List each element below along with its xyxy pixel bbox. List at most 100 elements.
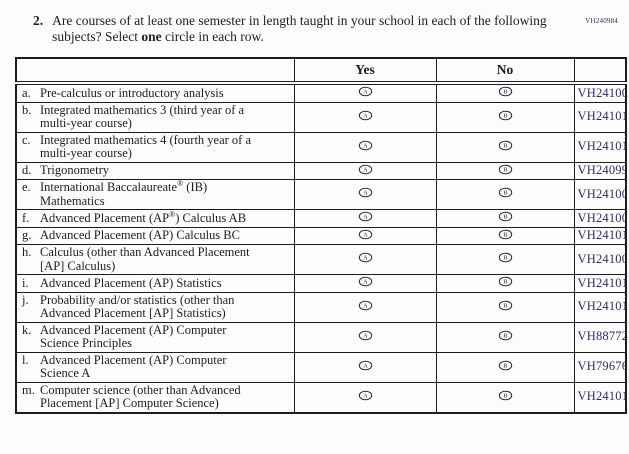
subject-text: Probability and/or statistics (other tha… xyxy=(40,292,235,320)
no-response-bubble[interactable]: B xyxy=(498,300,513,311)
row-letter: i. xyxy=(22,275,29,290)
row-letter: b. xyxy=(22,102,32,117)
svg-text:B: B xyxy=(503,231,507,238)
subject-label: Probability and/or statistics (other tha… xyxy=(40,292,291,321)
response-table: Yes No a. Pre-calculus or introductory a… xyxy=(15,57,627,414)
svg-text:B: B xyxy=(503,362,507,369)
yes-response-bubble[interactable]: A xyxy=(358,187,373,198)
table-row: j. Probability and/or statistics (other … xyxy=(15,291,627,323)
no-response-bubble[interactable]: B xyxy=(498,140,513,151)
table-row: e. International Baccalaureate® (IB) Mat… xyxy=(15,179,627,210)
subject-text: Trigonometry xyxy=(40,163,109,177)
table-row: f. Advanced Placement (AP®) Calculus AB … xyxy=(15,209,627,228)
yes-response-bubble[interactable]: A xyxy=(358,164,373,175)
subject-label: Integrated mathematics 3 (third year of … xyxy=(40,102,291,131)
yes-response-bubble[interactable]: A xyxy=(358,276,373,287)
row-letter: j. xyxy=(22,292,29,307)
yes-response-bubble[interactable]: A xyxy=(358,229,373,240)
yes-response-bubble[interactable]: A xyxy=(358,360,373,371)
no-response-bubble[interactable]: B xyxy=(498,390,513,401)
question-text-part1: Are courses of at least one semester in … xyxy=(52,13,547,44)
questionnaire-page: VH240984 2. Are courses of at least one … xyxy=(0,13,629,454)
header-row: Yes No xyxy=(15,57,627,85)
row-code: VH241007 xyxy=(577,251,626,266)
svg-text:B: B xyxy=(503,142,507,149)
registered-trademark-sup: ® xyxy=(177,179,184,188)
no-response-bubble[interactable]: B xyxy=(498,276,513,287)
table-row: b. Integrated mathematics 3 (third year … xyxy=(15,101,627,133)
no-response-bubble[interactable]: B xyxy=(498,360,513,371)
svg-text:B: B xyxy=(503,214,507,221)
yes-response-bubble[interactable]: A xyxy=(358,211,373,222)
table-row: m. Computer science (other than Advanced… xyxy=(15,381,627,413)
question-bold-word: one xyxy=(141,28,162,44)
svg-text:B: B xyxy=(503,279,507,286)
row-letter: g. xyxy=(22,228,32,242)
no-response-bubble[interactable]: B xyxy=(498,110,513,121)
row-code: VH241016 xyxy=(577,389,626,404)
row-letter: a. xyxy=(22,85,31,100)
question-text-part2: circle in each row. xyxy=(161,28,264,44)
svg-text:B: B xyxy=(503,302,507,309)
row-code: VH241012 xyxy=(577,299,626,314)
svg-text:A: A xyxy=(363,166,368,173)
svg-text:A: A xyxy=(363,190,368,197)
subject-label: Advanced Placement (AP) Computer Science… xyxy=(40,352,291,381)
no-response-bubble[interactable]: B xyxy=(498,86,513,97)
svg-text:B: B xyxy=(503,392,507,399)
no-response-bubble[interactable]: B xyxy=(498,187,513,198)
row-code: VH241009 xyxy=(577,210,626,225)
row-letter: m. xyxy=(22,382,35,397)
no-response-bubble[interactable]: B xyxy=(498,229,513,240)
subject-text: Integrated mathematics 3 (third year of … xyxy=(40,102,245,130)
column-header-subject xyxy=(15,57,295,85)
subject-label: Integrated mathematics 4 (fourth year of… xyxy=(40,132,291,161)
row-code: VH241017 xyxy=(577,109,626,124)
svg-text:A: A xyxy=(363,302,368,309)
row-letter: d. xyxy=(22,163,32,177)
no-response-bubble[interactable]: B xyxy=(498,211,513,222)
subject-text: Advanced Placement (AP) Calculus BC xyxy=(40,228,240,242)
subject-text: International Baccalaureate xyxy=(40,180,178,194)
svg-text:A: A xyxy=(363,142,368,149)
subject-text-cont: ) Calculus AB xyxy=(175,210,247,225)
subject-text-cont: (IB) Mathematics xyxy=(40,180,208,208)
yes-response-bubble[interactable]: A xyxy=(358,140,373,151)
yes-response-bubble[interactable]: A xyxy=(358,86,373,97)
yes-response-bubble[interactable]: A xyxy=(358,252,373,263)
subject-text: Integrated mathematics 4 (fourth year of… xyxy=(40,132,252,160)
table-row: i. Advanced Placement (AP) Statistics A … xyxy=(15,274,627,293)
yes-response-bubble[interactable]: A xyxy=(358,110,373,121)
subject-label: Calculus (other than Advanced Placement … xyxy=(40,246,291,273)
table-row: a. Pre-calculus or introductory analysis… xyxy=(15,82,627,103)
svg-text:A: A xyxy=(363,362,368,369)
svg-text:A: A xyxy=(363,231,368,238)
subject-label: Advanced Placement (AP®) Calculus AB xyxy=(40,210,291,226)
row-letter: l. xyxy=(22,352,29,367)
row-code: VH241006 xyxy=(577,85,626,100)
table-row: d. Trigonometry A B VH240991 xyxy=(15,161,627,180)
table-row: g. Advanced Placement (AP) Calculus BC A… xyxy=(15,226,627,245)
svg-text:B: B xyxy=(503,332,507,339)
row-code: VH241010 xyxy=(577,228,626,242)
yes-response-bubble[interactable]: A xyxy=(358,300,373,311)
svg-text:B: B xyxy=(503,112,507,119)
no-response-bubble[interactable]: B xyxy=(498,330,513,341)
subject-label: International Baccalaureate® (IB) Mathem… xyxy=(40,181,291,208)
yes-response-bubble[interactable]: A xyxy=(358,330,373,341)
svg-text:B: B xyxy=(503,166,507,173)
question-number: 2. xyxy=(33,13,44,28)
table-row: h. Calculus (other than Advanced Placeme… xyxy=(15,244,627,275)
row-letter: h. xyxy=(22,245,32,259)
no-response-bubble[interactable]: B xyxy=(498,252,513,263)
svg-text:A: A xyxy=(363,214,368,221)
no-response-bubble[interactable]: B xyxy=(498,164,513,175)
row-code: VH241008 xyxy=(577,186,626,201)
yes-response-bubble[interactable]: A xyxy=(358,390,373,401)
table-row: l. Advanced Placement (AP) Computer Scie… xyxy=(15,351,627,383)
row-code: VH241011 xyxy=(577,275,626,290)
svg-text:B: B xyxy=(503,89,507,96)
subject-text: Advanced Placement (AP) Computer Science… xyxy=(40,352,227,380)
question: 2. Are courses of at least one semester … xyxy=(33,13,599,44)
table-body: a. Pre-calculus or introductory analysis… xyxy=(15,82,627,413)
